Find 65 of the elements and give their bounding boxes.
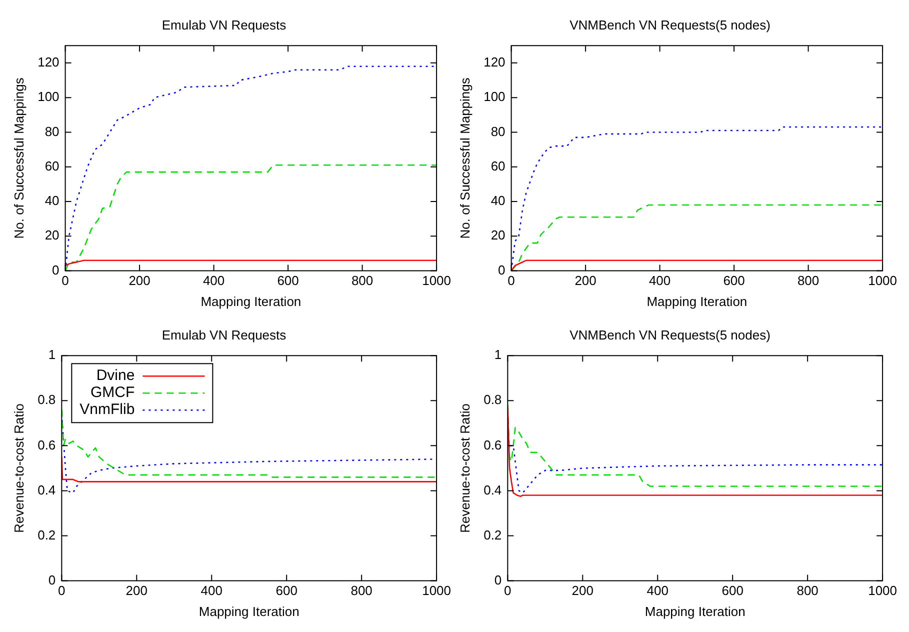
legend-label: GMCF [90, 384, 135, 402]
x-tick-label: 0 [62, 273, 69, 288]
y-tick-label: 0 [494, 572, 502, 588]
x-tick-label: 200 [126, 583, 148, 598]
y-tick-label: 20 [490, 228, 506, 243]
x-tick-label: 400 [648, 273, 671, 288]
y-tick-label: 0.2 [484, 527, 502, 542]
x-tick-label: 200 [128, 273, 150, 288]
legend-label: Dvine [96, 367, 135, 384]
y-axis-title: No. of Successful Mappings [457, 77, 472, 239]
y-tick-label: 80 [44, 124, 60, 139]
x-tick-label: 600 [277, 273, 299, 288]
x-tick-label: 800 [350, 583, 372, 598]
y-tick-label: 40 [490, 193, 506, 208]
x-tick-label: 800 [351, 273, 374, 288]
x-axis-title: Mapping Iteration [198, 604, 300, 619]
y-tick-label: 60 [490, 158, 506, 174]
y-axis-title: No. of Successful Mappings [11, 77, 26, 239]
y-tick-label: 0.8 [484, 392, 502, 408]
y-tick-label: 0.2 [38, 527, 56, 542]
x-tick-label: 400 [202, 273, 225, 288]
x-tick-label: 1000 [422, 273, 451, 288]
x-tick-label: 600 [276, 583, 298, 598]
x-tick-label: 800 [797, 273, 820, 288]
x-tick-label: 1000 [422, 583, 451, 598]
y-tick-label: 0.4 [484, 482, 502, 498]
x-axis-title: Mapping Iteration [644, 604, 746, 619]
line-series [511, 204, 883, 271]
x-tick-label: 0 [508, 273, 515, 288]
y-axis-title: Revenue-to-cost Ratio [11, 404, 26, 533]
y-tick-label: 120 [38, 54, 60, 70]
x-tick-label: 600 [722, 583, 744, 598]
y-tick-label: 80 [490, 124, 506, 139]
y-axis-title: Revenue-to-cost Ratio [457, 404, 472, 533]
y-tick-label: 100 [38, 89, 60, 104]
x-tick-label: 200 [572, 583, 594, 598]
y-tick-label: 60 [44, 158, 60, 174]
y-tick-label: 20 [44, 228, 60, 243]
x-axis-title: Mapping Iteration [646, 294, 748, 309]
y-tick-label: 0.6 [38, 437, 56, 452]
y-tick-label: 0 [52, 262, 60, 278]
x-tick-label: 400 [200, 583, 222, 598]
x-tick-label: 1000 [868, 273, 897, 288]
y-tick-label: 100 [484, 89, 506, 104]
x-tick-label: 200 [574, 273, 596, 288]
y-tick-label: 0 [498, 262, 506, 278]
y-tick-label: 0.4 [38, 482, 56, 498]
chart-title: Emulab VN Requests [162, 17, 287, 32]
chart-title: VNMBench VN Requests(5 nodes) [570, 327, 770, 342]
y-tick-label: 1 [494, 347, 502, 362]
line-series [65, 164, 437, 271]
y-tick-label: 40 [44, 193, 60, 208]
y-tick-label: 0.8 [38, 392, 56, 408]
y-tick-label: 0.6 [484, 437, 502, 452]
x-tick-label: 800 [796, 583, 818, 598]
y-tick-label: 0 [48, 572, 56, 588]
y-tick-label: 120 [484, 54, 506, 70]
x-tick-label: 400 [646, 583, 668, 598]
chart-title: VNMBench VN Requests(5 nodes) [570, 17, 770, 32]
x-tick-label: 600 [723, 273, 745, 288]
chart-title: Emulab VN Requests [162, 327, 287, 342]
x-tick-label: 1000 [868, 583, 897, 598]
x-axis-title: Mapping Iteration [200, 294, 302, 309]
y-tick-label: 1 [48, 347, 56, 362]
legend-label: VnmFlib [80, 401, 135, 418]
